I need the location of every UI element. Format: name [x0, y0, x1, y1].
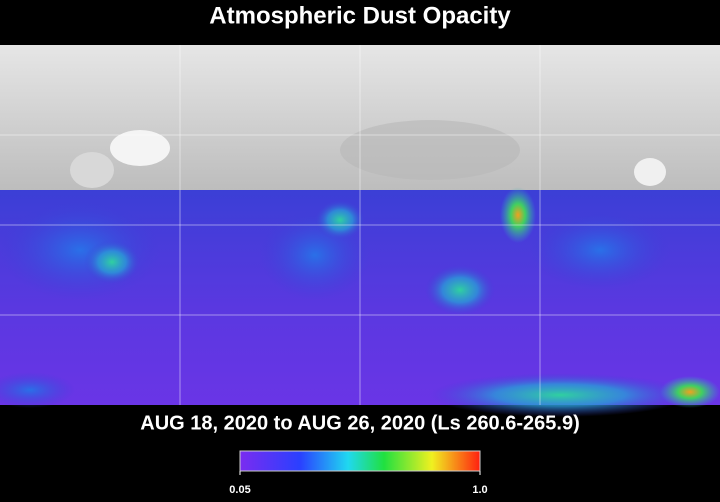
terrain-relief — [340, 120, 520, 180]
volcano — [70, 152, 114, 188]
colorbar-label: 0.05 — [229, 484, 250, 496]
dust-patch — [84, 240, 140, 284]
dust-patch — [500, 187, 536, 243]
dust-patch — [660, 376, 720, 408]
dust-patch — [0, 200, 160, 300]
colorbar — [239, 450, 481, 472]
volcano — [634, 158, 666, 186]
dust-patch — [530, 210, 670, 290]
volcano — [110, 130, 170, 166]
dust-patch — [0, 372, 75, 408]
dust-patch — [425, 265, 495, 315]
title: Atmospheric Dust Opacity — [209, 2, 511, 29]
dust-patch — [430, 373, 690, 417]
graticule — [0, 45, 720, 405]
dust-patch — [315, 200, 365, 240]
date-range: AUG 18, 2020 to AUG 26, 2020 (Ls 260.6-2… — [140, 412, 579, 434]
colorbar-label: 1.0 — [472, 484, 487, 496]
map — [0, 45, 720, 417]
